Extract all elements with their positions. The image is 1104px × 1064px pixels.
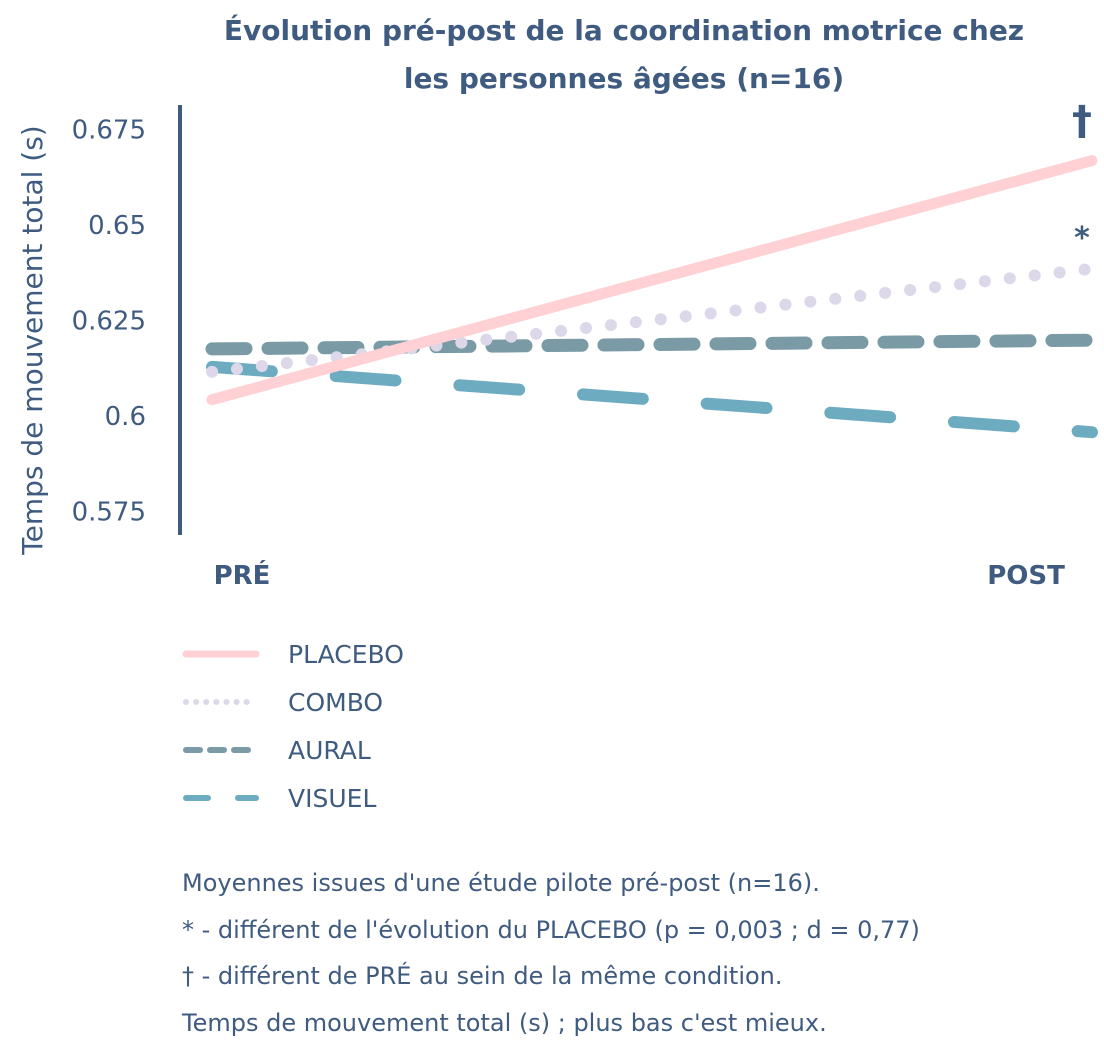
note-2: * - différent de l'évolution du PLACEBO … xyxy=(182,915,920,944)
note-4: Temps de mouvement total (s) ; plus bas … xyxy=(182,1008,827,1037)
note-1: Moyennes issues d'une étude pilote pré-p… xyxy=(182,869,820,897)
x-tick-post: POST xyxy=(987,561,1065,591)
significance-marker-placebo: † xyxy=(1072,98,1092,144)
y-tick-label: 0.625 xyxy=(72,307,146,337)
legend-label-aural: AURAL xyxy=(288,736,371,765)
chart: Évolution pré-post de la coordination mo… xyxy=(16,13,1099,813)
legend-label-placebo: PLACEBO xyxy=(288,640,404,669)
y-tick-label: 0.6 xyxy=(105,402,146,432)
legend-label-visuel: VISUEL xyxy=(288,784,376,813)
y-tick-label: 0.575 xyxy=(72,498,146,528)
x-tick-pre: PRÉ xyxy=(214,559,271,591)
legend-label-combo: COMBO xyxy=(288,688,383,717)
y-tick-label: 0.675 xyxy=(72,116,146,146)
chart-title-line-1: Évolution pré-post de la coordination mo… xyxy=(224,13,1024,47)
series-line-visuel xyxy=(206,360,1098,439)
y-tick-label: 0.65 xyxy=(88,211,146,241)
chart-title-line-2: les personnes âgées (n=16) xyxy=(404,62,844,95)
significance-marker-combo: * xyxy=(1074,221,1090,256)
series-line-aural xyxy=(205,333,1099,356)
footnotes: Moyennes issues d'une étude pilote pré-p… xyxy=(182,860,920,1046)
y-axis-label: Temps de mouvement total (s) xyxy=(16,125,49,555)
note-3: † - différent de PRÉ au sein de la même … xyxy=(182,962,783,990)
series-line-placebo xyxy=(206,155,1098,406)
